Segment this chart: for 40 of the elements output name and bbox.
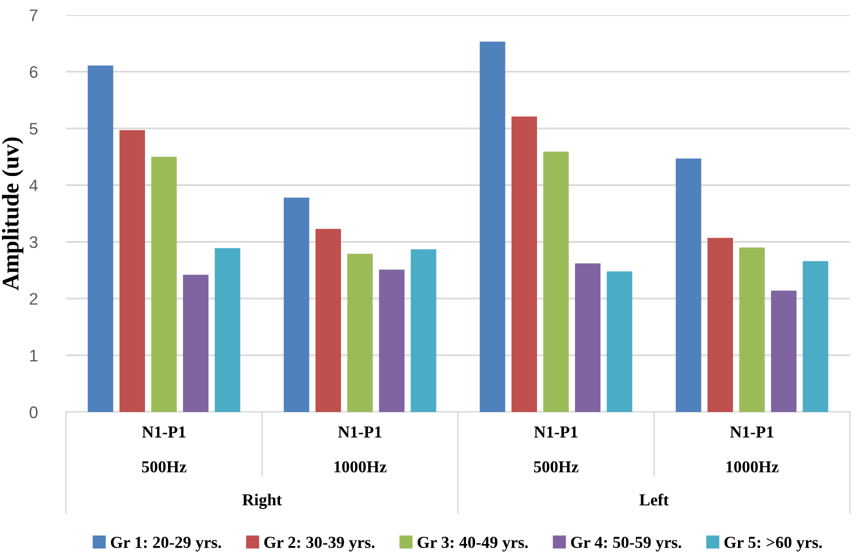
y-tick-label: 6 (30, 66, 38, 78)
legend-label: Gr 4: 50-59 yrs. (571, 536, 682, 552)
y-tick-label: 3 (30, 236, 38, 248)
bar (575, 263, 600, 412)
bar (708, 238, 733, 412)
bar (512, 116, 537, 412)
bar (214, 248, 240, 412)
y-tick-label: 1 (30, 350, 38, 362)
legend-label: Gr 3: 40-49 yrs. (418, 536, 528, 552)
bar (771, 290, 796, 412)
bar (88, 65, 114, 412)
y-axis-title: Amplitude (uv) (2, 137, 24, 290)
category-label: N1-P1 1000Hz (726, 426, 778, 472)
y-tick-label: 7 (30, 10, 38, 22)
category-label: N1-P1 1000Hz (334, 426, 386, 472)
bar (284, 198, 310, 412)
legend-label: Gr 2: 30-39 yrs. (264, 536, 374, 552)
category-label: N1-P1 500Hz (142, 426, 186, 472)
bar (316, 228, 341, 412)
bar (151, 156, 177, 412)
bar (480, 42, 506, 412)
bar (606, 271, 632, 412)
bar (120, 130, 145, 412)
category-label: N1-P1 500Hz (534, 426, 578, 472)
y-tick-label: 2 (30, 292, 38, 305)
y-tick-label: 4 (29, 180, 38, 192)
bar (543, 152, 569, 412)
y-tick-label: 0 (30, 406, 38, 418)
bar (410, 249, 436, 412)
y-tick-label: 5 (30, 123, 38, 135)
bar (676, 158, 702, 412)
bar (802, 261, 828, 412)
text: Right (242, 494, 282, 509)
bar (347, 254, 373, 412)
bar (379, 270, 404, 412)
legend-label: Gr 5: >60 yrs. (724, 536, 822, 552)
bar (739, 248, 765, 412)
legend-label: Gr 1: 20-29 yrs. (110, 536, 222, 552)
bar (183, 274, 208, 412)
text: Left (639, 494, 669, 506)
